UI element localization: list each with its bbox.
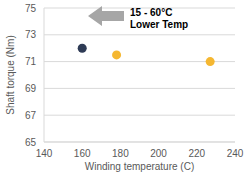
svg-text:180: 180 — [112, 148, 129, 159]
svg-text:69: 69 — [25, 83, 37, 94]
svg-text:65: 65 — [25, 137, 37, 148]
svg-text:67: 67 — [25, 110, 37, 121]
svg-text:200: 200 — [150, 148, 167, 159]
svg-text:75: 75 — [25, 3, 37, 14]
svg-text:15 - 60°C: 15 - 60°C — [130, 7, 172, 18]
svg-text:160: 160 — [74, 148, 91, 159]
svg-text:140: 140 — [36, 148, 53, 159]
svg-text:73: 73 — [25, 29, 37, 40]
svg-text:Lower Temp: Lower Temp — [130, 19, 188, 30]
svg-text:Winding temperature (C): Winding temperature (C) — [85, 161, 194, 172]
svg-text:71: 71 — [25, 56, 37, 67]
svg-text:220: 220 — [188, 148, 205, 159]
svg-text:240: 240 — [227, 148, 237, 159]
svg-text:Shaft torque (Nm): Shaft torque (Nm) — [8, 35, 16, 114]
